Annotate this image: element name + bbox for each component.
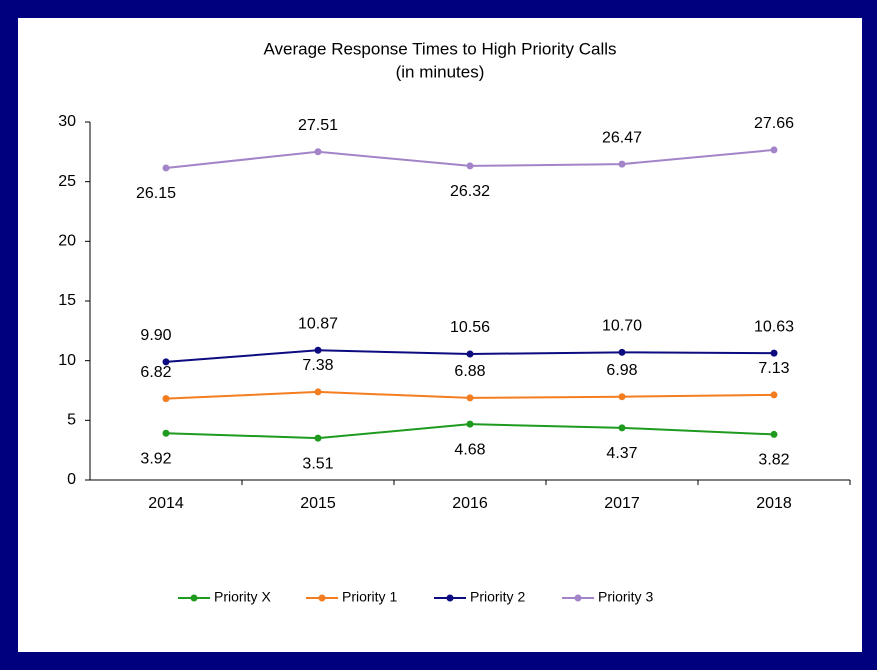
data-label: 26.32	[450, 183, 490, 200]
point	[314, 434, 322, 442]
chart-subtitle: (in minutes)	[396, 62, 485, 81]
y-tick-label: 20	[58, 233, 76, 250]
panel	[18, 18, 862, 652]
data-label: 10.70	[602, 318, 642, 335]
data-label: 3.92	[140, 450, 171, 467]
point	[618, 160, 626, 168]
data-label: 6.88	[454, 363, 485, 380]
point	[618, 348, 626, 356]
point	[162, 164, 170, 172]
point	[618, 393, 626, 401]
data-label: 4.37	[606, 445, 637, 462]
data-label: 9.90	[140, 327, 171, 344]
data-label: 7.13	[758, 360, 789, 377]
legend-marker	[190, 594, 198, 602]
point	[618, 424, 626, 432]
data-label: 10.63	[754, 318, 794, 335]
point	[162, 395, 170, 403]
data-label: 6.82	[140, 364, 171, 381]
data-label: 27.66	[754, 115, 794, 132]
data-label: 10.56	[450, 319, 490, 336]
x-tick-label: 2015	[300, 495, 336, 512]
data-label: 3.82	[758, 452, 789, 469]
legend-label: Priority X	[214, 589, 271, 605]
y-tick-label: 5	[67, 412, 76, 429]
legend-label: Priority 2	[470, 589, 525, 605]
point	[770, 146, 778, 154]
point	[466, 162, 474, 170]
legend-label: Priority 1	[342, 589, 397, 605]
point	[162, 429, 170, 437]
data-label: 26.47	[602, 129, 642, 146]
point	[162, 358, 170, 366]
x-tick-label: 2018	[756, 495, 792, 512]
y-tick-label: 15	[58, 292, 76, 309]
point	[314, 388, 322, 396]
x-tick-label: 2017	[604, 495, 640, 512]
point	[466, 350, 474, 358]
data-label: 27.51	[298, 117, 338, 134]
point	[466, 394, 474, 402]
point	[314, 148, 322, 156]
point	[466, 420, 474, 428]
data-label: 10.87	[298, 316, 338, 333]
point	[770, 349, 778, 357]
legend-label: Priority 3	[598, 589, 653, 605]
legend-marker	[446, 594, 454, 602]
y-tick-label: 25	[58, 173, 76, 190]
data-label: 7.38	[302, 357, 333, 374]
y-tick-label: 30	[58, 113, 76, 130]
data-label: 6.98	[606, 362, 637, 379]
point	[770, 430, 778, 438]
data-label: 3.51	[302, 455, 333, 472]
point	[770, 391, 778, 399]
x-tick-label: 2016	[452, 495, 488, 512]
legend-marker	[318, 594, 326, 602]
y-tick-label: 0	[67, 471, 76, 488]
chart-title: Average Response Times to High Priority …	[263, 39, 616, 58]
legend-marker	[574, 594, 582, 602]
point	[314, 346, 322, 354]
data-label: 26.15	[136, 185, 176, 202]
x-tick-label: 2014	[148, 495, 184, 512]
y-tick-label: 10	[58, 352, 76, 369]
data-label: 4.68	[454, 441, 485, 458]
